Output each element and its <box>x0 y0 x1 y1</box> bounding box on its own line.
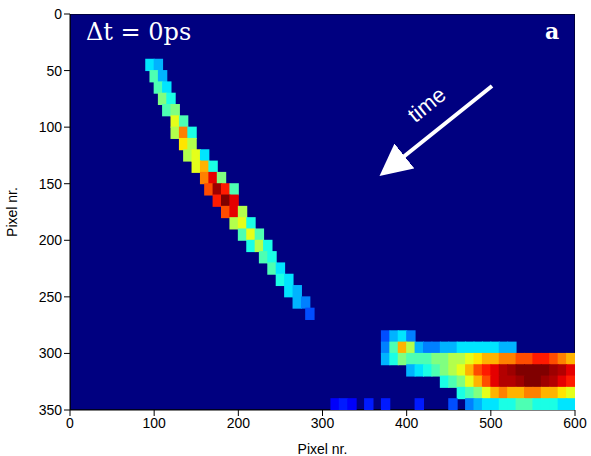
svg-text:0: 0 <box>66 415 74 431</box>
svg-text:500: 500 <box>479 415 503 431</box>
svg-text:300: 300 <box>311 415 335 431</box>
svg-text:600: 600 <box>563 415 587 431</box>
svg-text:0: 0 <box>54 6 62 22</box>
svg-text:200: 200 <box>227 415 251 431</box>
svg-text:250: 250 <box>39 289 63 305</box>
svg-text:300: 300 <box>39 345 63 361</box>
svg-text:400: 400 <box>395 415 419 431</box>
html-text:time: time <box>402 81 451 128</box>
svg-text:50: 50 <box>46 63 62 79</box>
svg-text:Pixel nr.: Pixel nr. <box>298 441 348 456</box>
html-text:a: a <box>545 18 560 44</box>
svg-text:100: 100 <box>142 415 166 431</box>
svg-text:350: 350 <box>39 402 63 418</box>
svg-text:Pixel nr.: Pixel nr. <box>4 187 20 237</box>
svg-text:200: 200 <box>39 232 63 248</box>
svg-text:100: 100 <box>39 119 63 135</box>
html-text:Δt = 0ps: Δt = 0ps <box>86 18 192 46</box>
svg-text:150: 150 <box>39 176 63 192</box>
